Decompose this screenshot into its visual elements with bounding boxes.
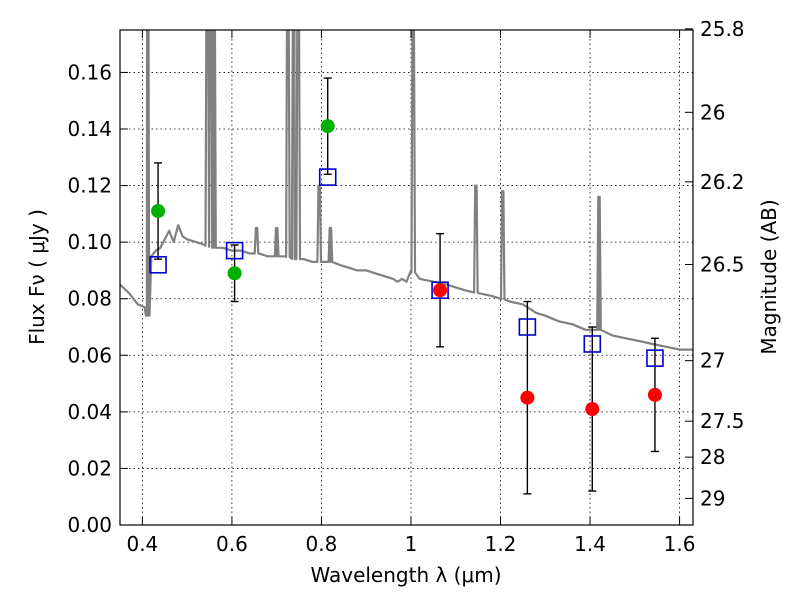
model-photometry-square	[225, 241, 244, 260]
y-tick-label: 0.02	[67, 456, 112, 480]
x-tick-label: 1.4	[574, 532, 606, 556]
plot-area	[120, 30, 693, 351]
sed-model-line	[120, 30, 693, 351]
model-photometry-square	[583, 335, 602, 353]
right-tick-label: 27.5	[700, 409, 745, 433]
detection-point	[227, 266, 242, 281]
y-axis-ticks: 0.00 0.02 0.04 0.06 0.08 0.10 0.12 0.14 0.16	[67, 60, 128, 537]
y-tick-label: 0.14	[67, 117, 112, 141]
x-tick-label: 0.8	[306, 532, 338, 556]
detection-point	[520, 390, 535, 405]
right-tick-label: 26.2	[700, 170, 745, 194]
right-tick-label: 26.5	[700, 252, 745, 276]
model-photometry-square	[318, 168, 337, 186]
detection-point	[433, 283, 448, 298]
x-tick-label: 0.6	[216, 532, 248, 556]
detection-point	[647, 387, 662, 402]
x-tick-label: 1.2	[485, 532, 517, 556]
x-axis-title: Wavelength λ (μm)	[310, 563, 501, 587]
right-tick-label: 27	[700, 349, 725, 373]
right-tick-label: 28	[700, 445, 725, 469]
plot-frame	[119, 29, 694, 526]
right-axis-ticks: 25.8 26 26.2 26.5 27 27.5 28 29	[685, 17, 745, 510]
detection-point	[151, 204, 166, 219]
y-tick-label: 0.00	[67, 513, 112, 537]
model-photometry-square	[518, 318, 537, 336]
right-tick-label: 25.8	[700, 17, 745, 41]
y-tick-label: 0.06	[67, 343, 112, 367]
y-tick-label: 0.12	[67, 174, 112, 198]
markers	[149, 119, 664, 417]
y-tick-label: 0.10	[67, 230, 112, 254]
x-tick-label: 0.4	[126, 532, 158, 556]
y-tick-label: 0.08	[67, 287, 112, 311]
right-tick-label: 29	[700, 486, 725, 510]
model-photometry-square	[431, 281, 449, 300]
model-photometry-square	[149, 255, 167, 274]
model-photometry-square	[646, 349, 664, 367]
right-axis-title: Magnitude (AB)	[757, 199, 781, 354]
right-tick-label: 26	[700, 100, 725, 124]
x-axis-ticks: 0.4 0.6 0.8 1 1.2 1.4 1.6	[126, 30, 695, 556]
x-tick-label: 1	[405, 532, 418, 556]
detection-point	[585, 402, 600, 417]
y-tick-label: 0.16	[67, 60, 112, 84]
y-tick-label: 0.04	[67, 400, 112, 424]
y-axis-title: Flux Fν ( μJy )	[25, 209, 49, 345]
detection-point	[320, 119, 335, 134]
x-tick-label: 1.6	[664, 532, 696, 556]
